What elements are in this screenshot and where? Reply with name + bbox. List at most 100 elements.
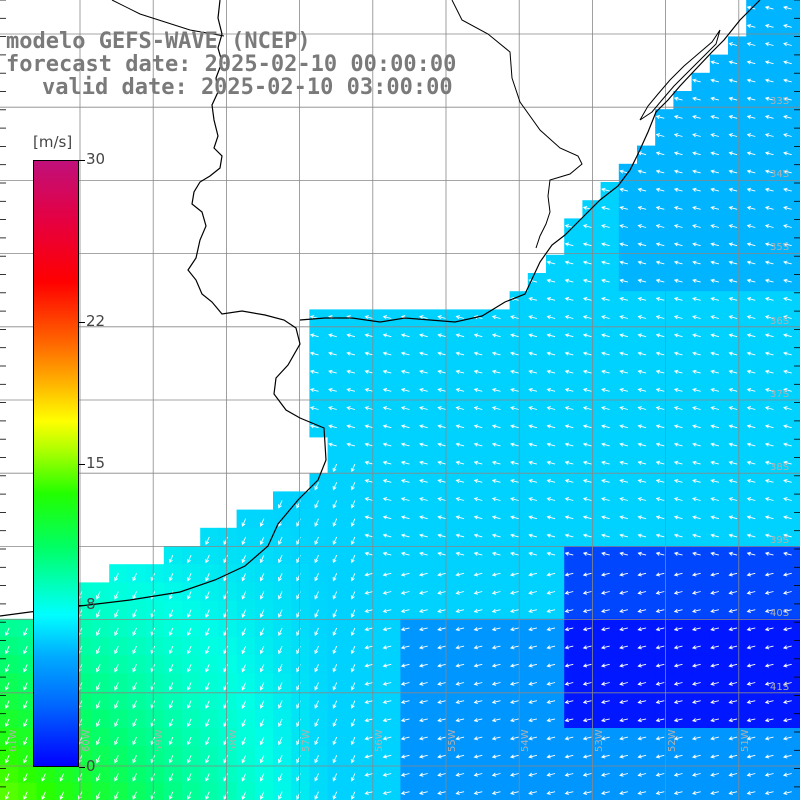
wind-arrow — [746, 369, 756, 374]
wind-cell — [309, 418, 329, 438]
wind-arrow — [364, 406, 374, 411]
wind-arrow — [332, 736, 338, 746]
wind-arrow — [205, 554, 210, 564]
wind-cell — [491, 546, 511, 565]
wind-cell — [709, 455, 729, 474]
wind-cell — [728, 582, 747, 602]
wind-arrow — [5, 736, 10, 746]
wind-arrow — [364, 608, 374, 613]
wind-arrow — [23, 773, 28, 782]
wind-cell — [546, 655, 565, 674]
wind-cell — [637, 455, 656, 474]
wind-cell — [764, 127, 784, 147]
wind-arrow — [382, 663, 392, 668]
wind-arrow — [673, 114, 683, 120]
wind-cell — [618, 273, 638, 292]
wind-cell — [473, 418, 492, 438]
wind-cell — [491, 600, 511, 620]
wind-arrow — [691, 663, 701, 668]
wind-arrow — [114, 773, 119, 782]
wind-cell — [637, 746, 656, 765]
wind-arrow — [382, 351, 392, 356]
wind-cell — [709, 345, 729, 365]
wind-cell — [400, 782, 420, 800]
wind-cell — [364, 691, 383, 711]
wind-cell — [691, 673, 711, 693]
wind-arrow — [764, 351, 774, 356]
wind-arrow — [168, 627, 174, 637]
wind-arrow — [241, 736, 247, 746]
wind-cell — [709, 72, 729, 92]
wind-cell — [746, 273, 765, 292]
wind-arrow — [241, 682, 247, 691]
wind-cell — [709, 109, 729, 128]
wind-arrow — [259, 573, 265, 582]
wind-cell — [491, 491, 511, 511]
wind-arrow — [728, 460, 738, 465]
wind-arrow — [728, 551, 738, 556]
wind-arrow — [655, 478, 665, 484]
wind-cell — [673, 127, 693, 147]
wind-arrow — [241, 645, 247, 655]
wind-arrow — [509, 645, 519, 650]
wind-arrow — [241, 554, 247, 564]
wind-cell — [691, 509, 711, 529]
wind-arrow — [692, 169, 701, 174]
wind-arrow — [582, 736, 592, 741]
wind-cell — [546, 728, 565, 747]
wind-arrow — [491, 590, 501, 595]
wind-arrow — [692, 442, 701, 447]
wind-cell — [673, 218, 693, 238]
wind-arrow — [637, 187, 647, 192]
wind-cell — [709, 163, 729, 183]
wind-cell — [764, 273, 784, 292]
wind-arrow — [455, 772, 465, 777]
wind-cell — [655, 618, 674, 638]
wind-arrow — [710, 260, 720, 265]
wind-arrow — [637, 333, 647, 338]
wind-arrow — [328, 442, 337, 447]
latitude-label: 39S — [770, 535, 790, 547]
wind-arrow — [564, 460, 574, 465]
wind-cell — [382, 546, 401, 565]
wind-arrow — [473, 608, 483, 613]
wind-cell — [527, 618, 547, 638]
latitude-label: 41S — [770, 681, 790, 693]
wind-cell — [455, 382, 474, 401]
wind-arrow — [582, 260, 592, 265]
wind-cell — [746, 382, 765, 401]
wind-arrow — [528, 478, 538, 484]
wind-cell — [618, 746, 638, 765]
wind-arrow — [746, 151, 756, 156]
wind-arrow — [309, 333, 319, 338]
wind-cell — [728, 273, 747, 292]
wind-cell — [746, 400, 765, 420]
wind-arrow — [764, 424, 774, 429]
wind-cell — [364, 655, 383, 674]
wind-cell — [491, 746, 511, 765]
wind-arrow — [473, 406, 483, 411]
longitude-label: 57W — [300, 729, 312, 752]
wind-cell — [546, 473, 565, 492]
wind-arrow — [187, 755, 192, 764]
wind-cell — [564, 418, 583, 438]
wind-arrow — [510, 424, 519, 429]
wind-cell — [746, 418, 765, 438]
wind-cell — [673, 364, 693, 383]
wind-arrow — [637, 278, 647, 283]
wind-arrow — [764, 772, 774, 777]
colorbar-tick — [79, 605, 85, 607]
wind-arrow — [241, 791, 247, 800]
wind-cell — [600, 364, 620, 383]
wind-cell — [473, 345, 492, 365]
wind-cell — [709, 600, 729, 620]
wind-arrow — [364, 590, 374, 595]
wind-cell — [418, 382, 438, 401]
wind-cell — [455, 691, 474, 711]
wind-arrow — [655, 151, 665, 156]
wind-cell — [764, 691, 784, 711]
longitude-label: 53W — [593, 729, 605, 752]
wind-arrow — [564, 333, 574, 338]
wind-arrow — [455, 478, 465, 484]
